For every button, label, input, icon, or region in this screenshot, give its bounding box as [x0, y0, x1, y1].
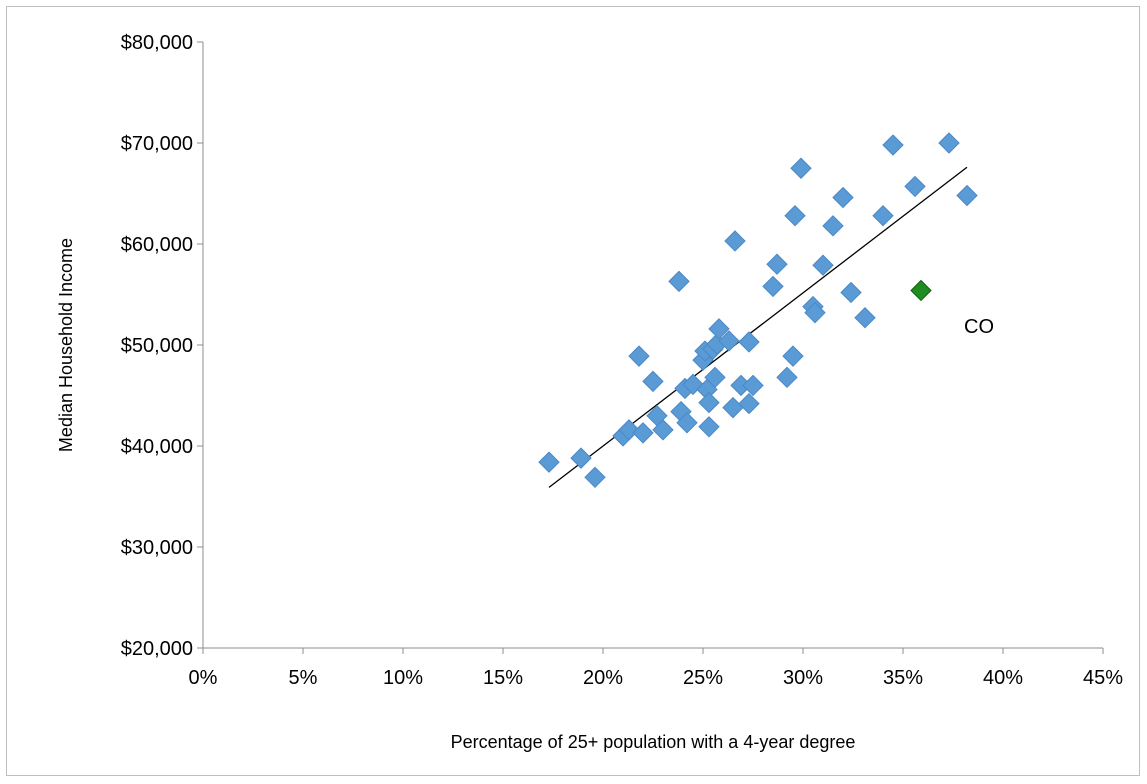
data-point	[782, 345, 804, 367]
x-tick-label: 40%	[983, 667, 1023, 689]
x-tick-label: 0%	[189, 667, 218, 689]
data-point	[762, 275, 784, 298]
data-point	[812, 254, 834, 276]
data-point	[854, 307, 876, 329]
y-tick-label: $80,000	[121, 32, 193, 54]
data-point	[724, 230, 746, 252]
co-annotation: CO	[964, 316, 994, 338]
x-tick-label: 5%	[289, 667, 318, 689]
x-tick-label: 15%	[483, 667, 523, 689]
data-point	[570, 447, 592, 469]
axes: $20,000 $30,000 $40,000 $50,000 $60,000 $70,0…	[121, 32, 1124, 689]
data-point	[938, 132, 960, 154]
data-point	[742, 374, 764, 397]
data-point	[618, 419, 640, 441]
data-point	[832, 186, 854, 209]
y-tick-label: $20,000	[121, 638, 193, 660]
trendline-group	[548, 166, 968, 488]
data-point	[668, 270, 690, 293]
data-point	[804, 301, 826, 324]
data-point	[822, 215, 844, 237]
data-point	[738, 331, 760, 353]
data-point	[882, 134, 904, 156]
x-tick-label: 10%	[383, 667, 423, 689]
data-point	[698, 416, 720, 438]
data-point	[718, 330, 740, 352]
y-tick-label: $30,000	[121, 537, 193, 559]
x-tick-label: 20%	[583, 667, 623, 689]
labels: Percentage of 25+ population with a 4-ye…	[56, 238, 994, 752]
data-point	[584, 466, 606, 489]
y-axis-title: Median Household Income	[56, 238, 76, 452]
x-axis-title: Percentage of 25+ population with a 4-ye…	[451, 732, 856, 752]
x-tick-label: 45%	[1083, 667, 1123, 689]
y-tick-label: $60,000	[121, 234, 193, 256]
co-data-point	[910, 279, 932, 302]
data-point	[698, 391, 720, 414]
y-tick-label: $50,000	[121, 335, 193, 357]
data-point	[652, 419, 674, 441]
data-point	[708, 318, 730, 340]
data-point	[956, 184, 978, 207]
data-point	[776, 366, 798, 389]
data-point	[790, 157, 812, 179]
y-tick-label: $40,000	[121, 436, 193, 458]
data-point	[722, 396, 744, 419]
data-point	[704, 366, 726, 389]
data-point	[872, 205, 894, 227]
x-tick-label: 30%	[783, 667, 823, 689]
data-point	[676, 412, 698, 434]
data-point	[628, 345, 650, 367]
trendline	[548, 166, 968, 488]
data-point	[784, 205, 806, 227]
data-point	[538, 451, 560, 473]
data-point	[632, 422, 654, 444]
x-tick-label: 25%	[683, 667, 723, 689]
data-point	[840, 281, 862, 304]
y-tick-label: $70,000	[121, 133, 193, 155]
data-point	[738, 392, 760, 415]
data-point	[642, 370, 664, 393]
data-points	[538, 132, 978, 489]
data-point	[904, 175, 926, 198]
data-point	[766, 253, 788, 275]
x-tick-label: 35%	[883, 667, 923, 689]
